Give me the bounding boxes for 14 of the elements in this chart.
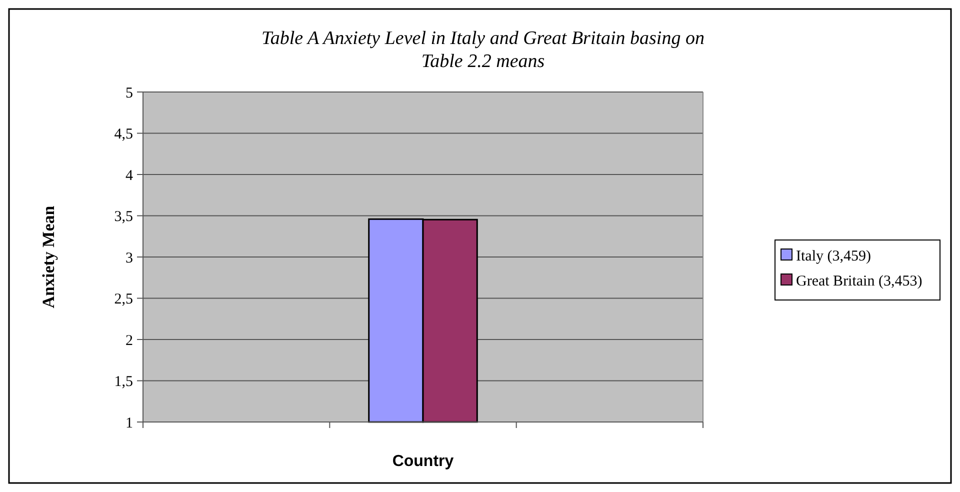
y-tick-label: 3,5 [114,209,133,225]
y-tick-label: 3 [126,250,133,266]
legend-label: Italy (3,459) [796,248,871,264]
legend-label: Great Britain (3,453) [796,273,922,290]
y-tick-label: 2 [126,332,133,349]
y-tick-label: 4,5 [114,126,133,142]
y-tick-label: 2,5 [114,292,133,308]
y-tick-label: 5 [126,85,133,102]
chart-title: Table A Anxiety Level in Italy and Great Britain basing on Table 2.2 means [262,28,704,72]
y-tick-label: 1,5 [114,374,133,390]
y-tick-label: 1 [126,415,133,432]
y-axis-title: Anxiety Mean [39,205,58,308]
x-axis-title: Country [392,453,454,470]
y-tick-label: 4 [126,168,134,184]
